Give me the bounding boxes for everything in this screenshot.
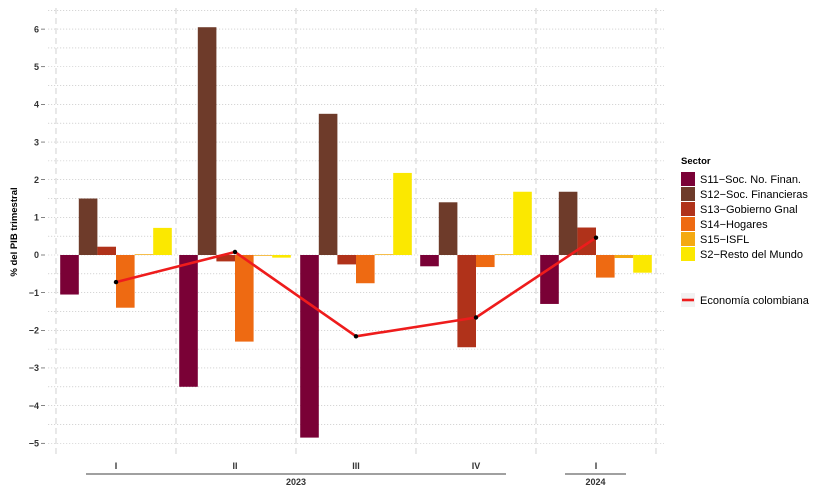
- bar: [78, 198, 98, 255]
- y-tick-label: −1: [29, 288, 39, 298]
- bar: [540, 255, 559, 304]
- bar: [337, 255, 356, 265]
- x-quarter-label: IV: [472, 461, 481, 471]
- line-point: [232, 249, 238, 255]
- legend-label: Economía colombiana: [700, 295, 810, 307]
- bar: [577, 227, 596, 255]
- legend-label: S13−Gobierno Gnal: [700, 204, 798, 216]
- legend-swatch: [681, 232, 695, 246]
- y-tick-label: 0: [34, 250, 39, 260]
- y-tick-label: −2: [29, 326, 39, 336]
- bar: [235, 255, 254, 342]
- bar: [393, 172, 412, 255]
- bar: [356, 255, 375, 284]
- y-tick-label: 1: [34, 213, 39, 223]
- y-tick-label: 4: [34, 100, 39, 110]
- legend-swatch: [681, 187, 695, 201]
- legend-swatch: [681, 202, 695, 216]
- legend-label: S15−ISFL: [700, 234, 749, 246]
- bar: [494, 254, 514, 255]
- bar: [457, 255, 476, 348]
- bar: [476, 255, 495, 268]
- bar: [272, 255, 291, 258]
- bar: [253, 255, 273, 256]
- year-label: 2023: [286, 477, 306, 487]
- bar: [614, 255, 634, 259]
- bar: [197, 27, 217, 256]
- bar: [300, 255, 319, 438]
- legend-label: S11−Soc. No. Finan.: [700, 174, 801, 186]
- year-label: 2024: [585, 477, 605, 487]
- legend: Sector S11−Soc. No. Finan. S12−Soc. Finan…: [681, 156, 810, 307]
- x-quarter-label: II: [232, 461, 237, 471]
- line-point: [113, 279, 119, 285]
- y-tick-label: 2: [34, 175, 39, 185]
- bar: [513, 191, 532, 255]
- legend-label: S12−Soc. Financieras: [700, 189, 808, 201]
- x-quarter-label: III: [352, 461, 360, 471]
- bar: [318, 113, 338, 255]
- y-tick-label: −3: [29, 363, 39, 373]
- y-axis-label: % del PIB trimestral: [9, 187, 20, 276]
- legend-label: S14−Hogares: [700, 219, 768, 231]
- bar: [596, 255, 615, 278]
- bar: [374, 254, 394, 255]
- bars-layer: [60, 27, 652, 438]
- bar: [134, 254, 154, 255]
- legend-swatch: [681, 172, 695, 186]
- line-point: [473, 315, 479, 320]
- bar: [97, 246, 116, 255]
- legend-title: Sector: [681, 156, 711, 167]
- legend-label: S2−Resto del Mundo: [700, 249, 803, 261]
- bar: [216, 255, 235, 262]
- x-quarter-label: I: [595, 461, 598, 471]
- grid-layer: [48, 8, 664, 456]
- bar: [116, 255, 135, 308]
- y-tick-label: 3: [34, 137, 39, 147]
- bar: [153, 227, 172, 255]
- legend-swatch: [681, 247, 695, 261]
- bar: [633, 255, 652, 273]
- bar: [179, 255, 198, 387]
- bar: [60, 255, 79, 295]
- legend-swatch: [681, 217, 695, 231]
- y-tick-label: −4: [29, 401, 39, 411]
- bar: [558, 191, 578, 255]
- y-tick-label: 6: [34, 24, 39, 34]
- line-point: [593, 235, 599, 240]
- x-quarter-label: I: [115, 461, 118, 471]
- y-tick-label: −5: [29, 438, 39, 448]
- line-point: [353, 334, 359, 339]
- bar: [420, 255, 439, 267]
- y-tick-label: 5: [34, 62, 39, 72]
- line-layer: [113, 235, 599, 339]
- bar: [438, 202, 458, 255]
